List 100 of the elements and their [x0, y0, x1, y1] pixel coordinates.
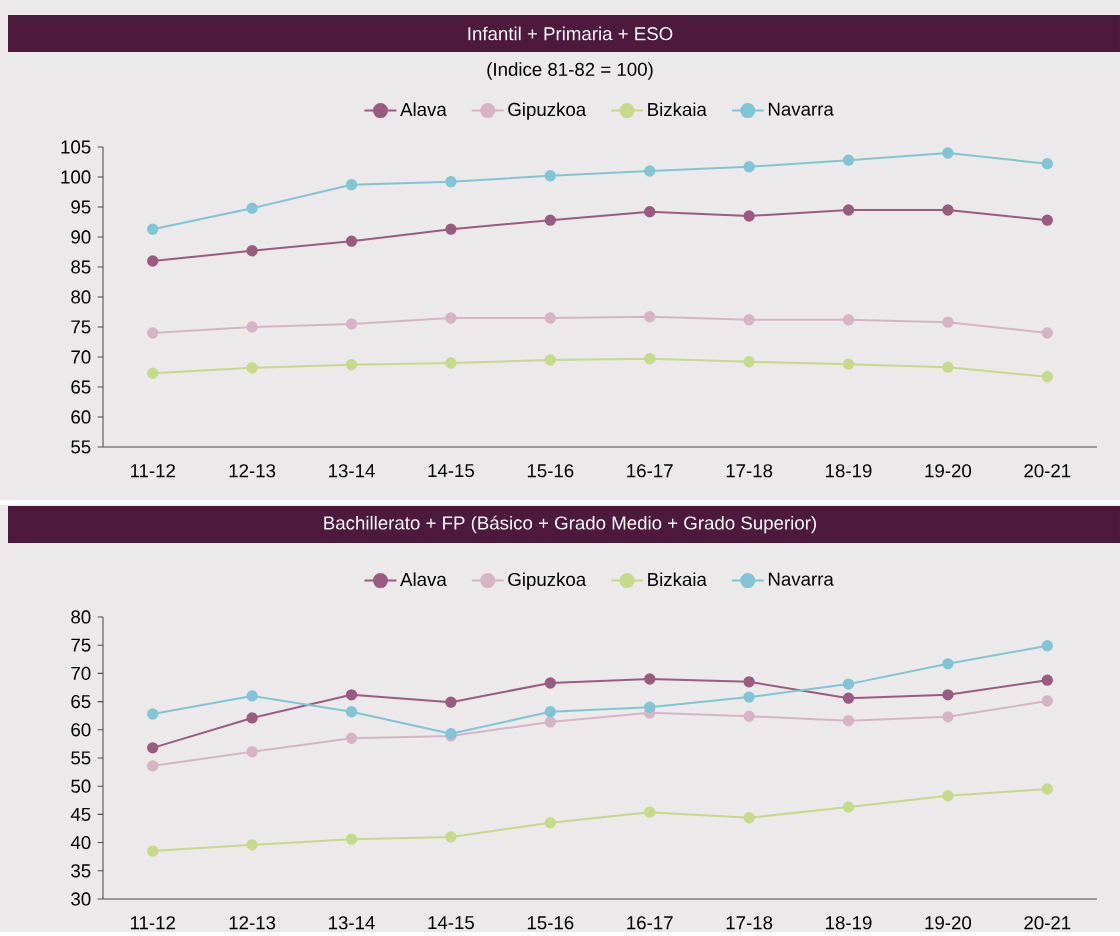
point	[544, 677, 556, 689]
point	[147, 223, 159, 236]
x-tick-label: 13-14	[329, 464, 375, 478]
y-tick-label: 90	[71, 230, 91, 244]
point	[1041, 640, 1053, 652]
point	[644, 806, 656, 818]
point	[1041, 695, 1053, 707]
point	[644, 206, 656, 218]
point	[644, 701, 656, 714]
legend-label: Navarra	[768, 102, 834, 116]
x-tick-label: 19-20	[925, 916, 972, 930]
y-tick-label: 105	[61, 140, 91, 154]
point	[942, 658, 954, 670]
point	[644, 353, 656, 365]
y-tick-label: 75	[71, 320, 91, 334]
point	[743, 676, 755, 688]
x-tick-label: 15-16	[527, 916, 574, 930]
x-tick-label: 20-21	[1024, 464, 1071, 478]
point	[544, 312, 556, 324]
point	[246, 321, 258, 333]
y-tick-label: 100	[61, 170, 91, 184]
point	[644, 165, 656, 177]
x-tick-label: 15-16	[527, 464, 574, 478]
x-tick-label: 18-19	[826, 464, 872, 478]
y-tick-label: 35	[71, 864, 91, 878]
y-tick-label: 60	[71, 723, 91, 737]
legend-label: Navarra	[768, 572, 834, 586]
y-tick-label: 50	[71, 779, 91, 794]
point	[147, 845, 159, 857]
point	[147, 367, 159, 380]
point	[842, 715, 855, 727]
y-tick-label: 65	[71, 380, 91, 394]
point	[544, 817, 556, 829]
y-tick-label: 55	[71, 751, 91, 765]
point	[842, 154, 855, 167]
y-tick-label: 70	[71, 350, 91, 364]
point	[246, 202, 258, 215]
point	[842, 801, 855, 813]
point	[842, 204, 855, 216]
x-tick-label: 20-21	[1024, 916, 1071, 930]
point	[1041, 158, 1053, 170]
y-tick-label: 65	[71, 695, 91, 709]
x-tick-label: 16-17	[627, 464, 673, 478]
point	[942, 147, 954, 159]
point	[743, 710, 755, 723]
chart-title: Infantil + Primaria + ESO	[468, 26, 673, 41]
y-tick-label: 40	[70, 836, 91, 850]
point	[644, 311, 656, 323]
point	[147, 255, 159, 267]
y-tick-label: 85	[71, 260, 91, 274]
x-tick-label: 14-15	[428, 464, 474, 478]
point	[743, 314, 755, 326]
point	[942, 790, 954, 802]
point	[345, 359, 358, 371]
x-tick-label: 17-18	[726, 464, 773, 478]
point	[445, 696, 457, 709]
point	[942, 204, 954, 216]
legend-label: Alava	[400, 572, 447, 587]
point	[345, 732, 358, 745]
point	[842, 678, 855, 690]
point	[544, 170, 556, 182]
y-tick-label: 80	[71, 290, 91, 304]
point	[445, 831, 457, 843]
point	[246, 839, 258, 851]
point	[743, 161, 755, 173]
x-tick-label: 17-18	[726, 916, 773, 930]
point	[147, 760, 159, 772]
point	[445, 223, 457, 236]
point	[345, 235, 358, 248]
point	[842, 358, 855, 371]
legend-label: Bizkaia	[648, 102, 707, 117]
point	[1041, 674, 1053, 687]
x-tick-label: 12-13	[229, 916, 276, 930]
point	[942, 361, 954, 374]
y-tick-label: 30	[71, 892, 91, 906]
point	[942, 316, 954, 329]
point	[544, 214, 556, 227]
point	[246, 362, 258, 374]
point	[345, 318, 358, 330]
x-tick-label: 16-17	[627, 916, 673, 930]
point	[246, 712, 258, 724]
point	[1041, 327, 1053, 339]
point	[345, 689, 358, 701]
legend-label: Bizkaia	[648, 572, 707, 587]
point	[147, 708, 159, 720]
point	[246, 245, 258, 257]
y-tick-label: 55	[71, 440, 91, 454]
x-tick-label: 19-20	[925, 464, 972, 478]
point	[445, 312, 457, 324]
x-tick-label: 11-12	[130, 916, 175, 930]
y-tick-label: 45	[70, 808, 91, 822]
point	[445, 176, 457, 188]
point	[345, 706, 358, 718]
point	[147, 327, 159, 339]
point	[942, 711, 954, 723]
point	[147, 742, 159, 754]
point	[842, 314, 855, 326]
y-tick-label: 75	[71, 638, 91, 652]
point	[345, 833, 358, 846]
x-tick-label: 18-19	[826, 916, 872, 930]
